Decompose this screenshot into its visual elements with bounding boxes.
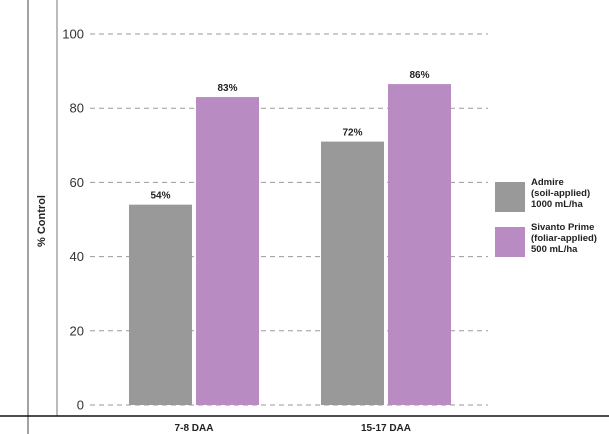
- y-tick-label: 0: [77, 398, 84, 413]
- legend-label: (foliar-applied): [531, 233, 597, 244]
- legend-swatch: [495, 227, 525, 257]
- x-axis-ticks: 7-8 DAA 15-17 DAA: [175, 423, 411, 434]
- legend-label: Admire: [531, 177, 564, 188]
- legend-label: Sivanto Prime: [531, 222, 594, 233]
- y-tick-label: 20: [70, 323, 84, 338]
- data-label: 83%: [217, 83, 237, 94]
- y-tick-label: 100: [62, 27, 84, 42]
- legend: Admire(soil-applied)1000 mL/ha Sivanto Pr…: [495, 177, 597, 257]
- legend-label: 500 mL/ha: [531, 244, 578, 255]
- data-label: 86%: [409, 70, 429, 81]
- y-axis-ticks: 0 20 40 60 80 100: [62, 27, 84, 413]
- bar: [196, 97, 259, 405]
- y-axis-label: % Control: [36, 195, 48, 247]
- x-tick-label: 15-17 DAA: [361, 423, 411, 434]
- legend-label: 1000 mL/ha: [531, 199, 583, 210]
- legend-label: (soil-applied): [531, 188, 590, 199]
- data-labels: 54% 83% 72% 86%: [150, 70, 429, 202]
- bar: [321, 141, 384, 405]
- y-tick-label: 80: [70, 101, 84, 116]
- y-tick-label: 60: [70, 175, 84, 190]
- y-tick-label: 40: [70, 249, 84, 264]
- data-label: 72%: [342, 128, 362, 139]
- bars: [129, 84, 451, 406]
- legend-swatch: [495, 182, 525, 212]
- bar: [129, 204, 192, 405]
- bar: [388, 84, 451, 406]
- x-tick-label: 7-8 DAA: [175, 423, 214, 434]
- data-label: 54%: [150, 191, 170, 202]
